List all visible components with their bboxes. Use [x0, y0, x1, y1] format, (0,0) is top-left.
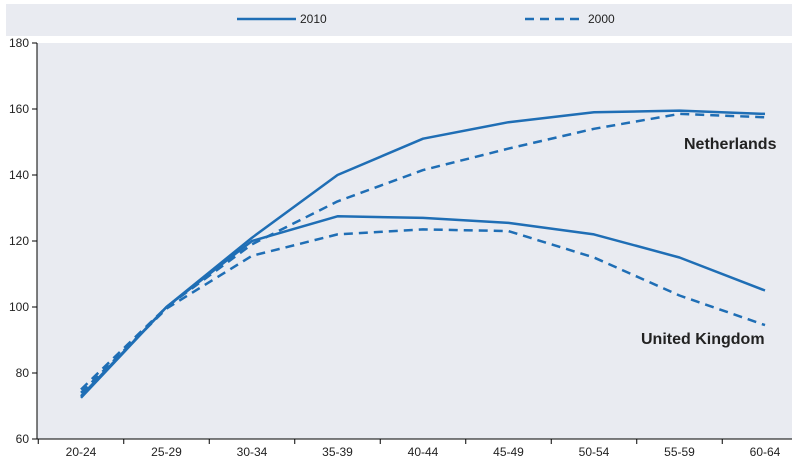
x-tick-label-20-24: 20-24 — [66, 445, 97, 459]
x-tick-label-30-34: 30-34 — [237, 445, 268, 459]
y-axis: 60 80 100 120 140 160 180 — [9, 36, 37, 446]
legend-background — [6, 4, 792, 36]
x-tick-label-45-49: 45-49 — [493, 445, 524, 459]
x-tick-label-25-29: 25-29 — [151, 445, 182, 459]
plot-background — [37, 43, 792, 439]
annotation-united-kingdom: United Kingdom — [641, 331, 765, 348]
x-axis: 20-24 25-29 30-34 35-39 40-44 45-49 50-54 55-59… — [37, 439, 781, 459]
series-layer — [80, 109, 766, 399]
legend-label-2010: 2010 — [300, 12, 327, 26]
x-tick-label-40-44: 40-44 — [408, 445, 439, 459]
y-tick-label-120: 120 — [9, 234, 29, 248]
y-tick-label-180: 180 — [9, 36, 29, 50]
x-tick-label-50-54: 50-54 — [579, 445, 610, 459]
series-united-kingdom-2000 — [80, 228, 766, 394]
x-tick-label-35-39: 35-39 — [322, 445, 353, 459]
legend-label-2000: 2000 — [588, 12, 615, 26]
y-tick-label-160: 160 — [9, 102, 29, 116]
series-united-kingdom-2010 — [80, 215, 766, 399]
x-tick-label-60-64: 60-64 — [750, 445, 781, 459]
y-tick-label-140: 140 — [9, 168, 29, 182]
x-tick-label-55-59: 55-59 — [664, 445, 695, 459]
y-tick-label-60: 60 — [16, 432, 30, 446]
y-tick-label-80: 80 — [16, 366, 30, 380]
y-tick-label-100: 100 — [9, 300, 29, 314]
legend: 2010 2000 — [237, 12, 615, 26]
annotation-netherlands: Netherlands — [684, 136, 777, 153]
